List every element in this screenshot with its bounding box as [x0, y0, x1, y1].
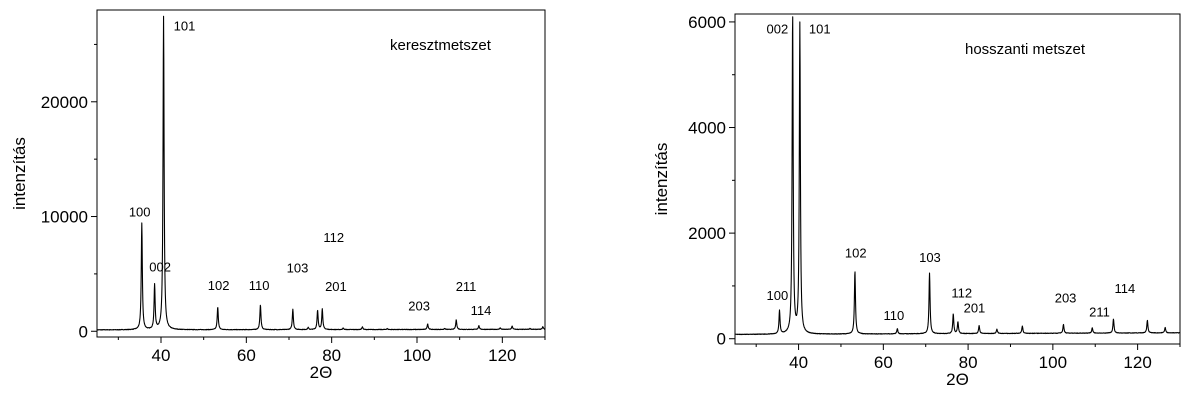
peak-label: 101 — [809, 22, 831, 37]
x-tick-label: 80 — [322, 346, 341, 365]
peak-label: 211 — [456, 279, 477, 294]
y-axis-title: intenzítás — [10, 137, 29, 210]
chart-title: hosszanti metszet — [965, 41, 1086, 58]
series-line — [96, 15, 546, 331]
peak-label: 101 — [174, 19, 196, 34]
peak-label: 102 — [208, 278, 230, 293]
peak-label: 100 — [767, 288, 789, 303]
peak-label: 112 — [323, 230, 344, 245]
x-tick-label: 80 — [959, 353, 978, 372]
y-tick-label: 6000 — [688, 13, 726, 32]
peak-label: 114 — [1115, 281, 1136, 296]
peak-label: 201 — [325, 279, 347, 294]
peak-label: 203 — [1055, 290, 1077, 305]
y-tick-label: 10000 — [41, 208, 88, 227]
y-tick-label: 0 — [79, 322, 88, 341]
plot-frame — [96, 9, 546, 338]
series-line — [734, 16, 1181, 336]
peak-label: 110 — [884, 308, 905, 323]
peak-label: 100 — [129, 205, 151, 220]
peak-label: 110 — [249, 278, 270, 293]
x-tick-label: 120 — [488, 346, 516, 365]
y-axis-title: intenzítás — [652, 143, 671, 216]
x-tick-label: 100 — [403, 346, 431, 365]
x-tick-label: 100 — [1039, 353, 1067, 372]
chart-keresztmetszet: 40 60 80 100 120 0 10000 20000 2Θ intenzítás keres… — [10, 9, 546, 382]
x-tick-label: 60 — [874, 353, 893, 372]
chart-title: keresztmetszet — [390, 37, 492, 54]
x-tick-label: 60 — [237, 346, 256, 365]
x-tick-label: 120 — [1123, 353, 1151, 372]
x-tick-label: 40 — [789, 353, 808, 372]
x-axis-title: 2Θ — [946, 370, 969, 389]
peak-label: 203 — [408, 299, 430, 314]
peak-label: 102 — [845, 245, 867, 260]
y-tick-label: 2000 — [688, 224, 726, 243]
peak-label: 103 — [287, 261, 309, 276]
y-tick-label: 4000 — [688, 119, 726, 138]
chart-hosszanti-metszet: 40 60 80 100 120 0 2000 4000 6000 2Θ intenzítás hos… — [652, 13, 1181, 389]
peak-label: 112 — [951, 286, 972, 301]
x-axis-title: 2Θ — [310, 363, 333, 382]
x-tick-label: 40 — [152, 346, 171, 365]
peak-label: 002 — [767, 22, 789, 37]
peak-label: 114 — [471, 303, 492, 318]
y-tick-label: 20000 — [41, 93, 88, 112]
y-tick-label: 0 — [717, 330, 726, 349]
peak-label: 103 — [919, 250, 941, 265]
peak-label: 211 — [1089, 305, 1110, 320]
plot-frame — [734, 13, 1181, 345]
peak-label: 002 — [149, 260, 171, 275]
peak-label: 201 — [964, 300, 986, 315]
